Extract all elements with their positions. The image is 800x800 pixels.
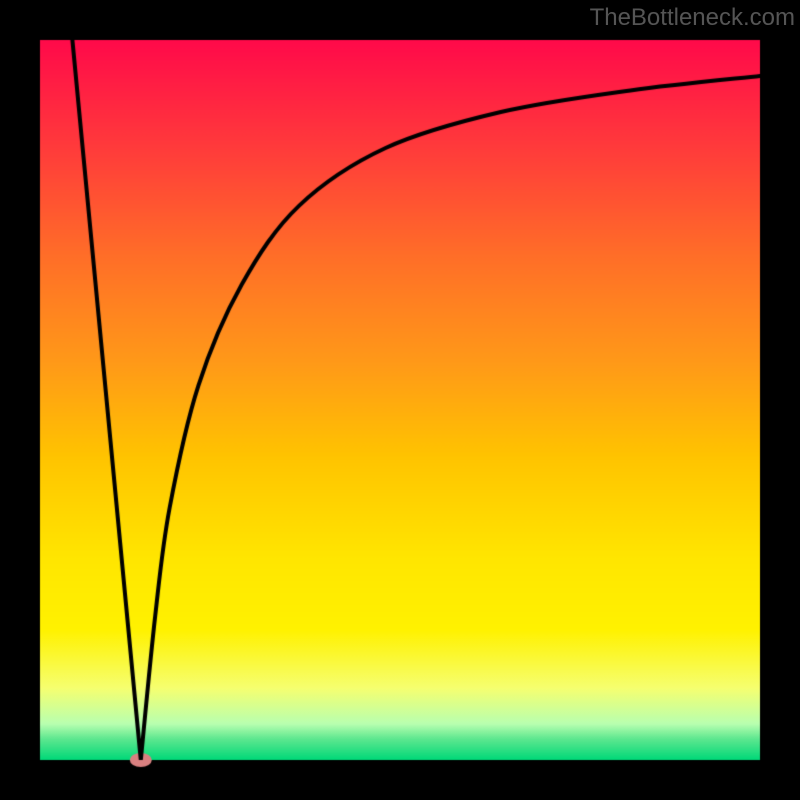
watermark-label: TheBottleneck.com: [590, 4, 795, 32]
chart-container: TheBottleneck.com: [0, 0, 800, 800]
chart-canvas: [0, 0, 800, 800]
